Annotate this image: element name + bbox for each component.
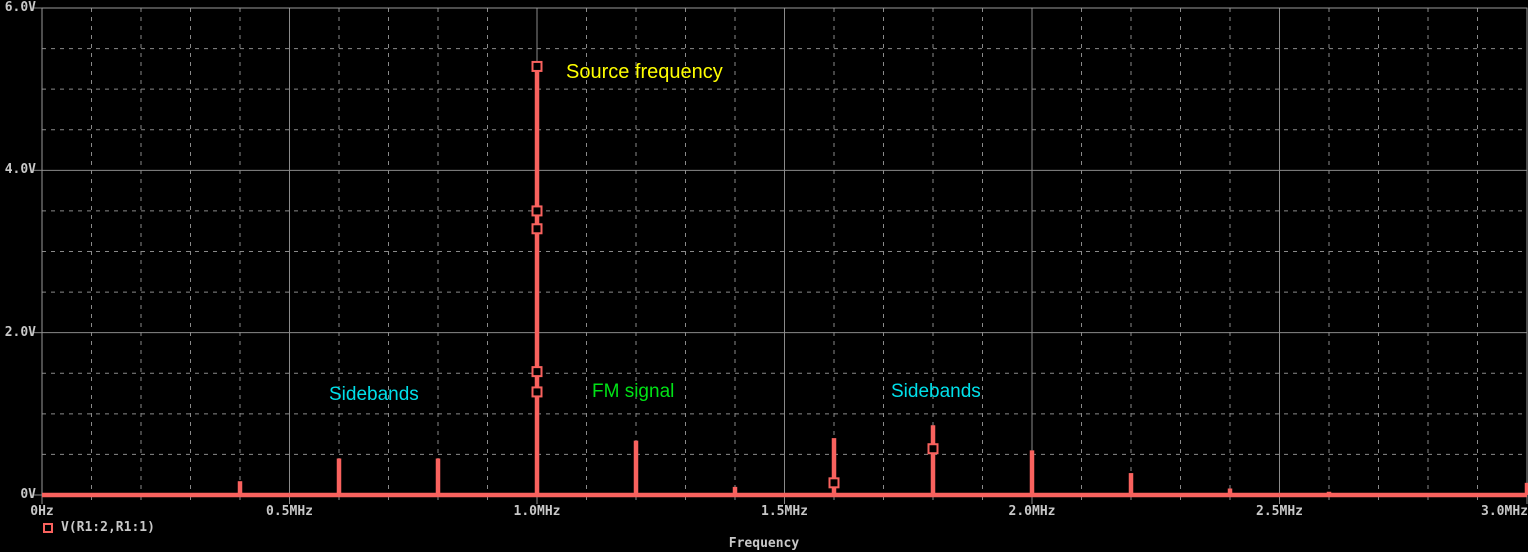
data-point-marker — [927, 443, 939, 455]
data-point-marker — [828, 477, 840, 489]
trace-legend-label: V(R1:2,R1:1) — [61, 520, 155, 535]
annotation-sidebands-right: Sidebands — [891, 381, 981, 402]
x-tick-label: 1.5MHz — [761, 504, 808, 519]
y-tick-label: 0V — [20, 487, 36, 502]
x-tick-label: 3.0MHz — [1481, 504, 1528, 519]
x-tick-label: 1.0MHz — [513, 504, 561, 519]
data-point-marker — [531, 223, 543, 235]
y-tick-label: 6.0V — [4, 0, 36, 15]
x-tick-label: 2.5MHz — [1256, 504, 1303, 519]
x-tick-label: 2.0MHz — [1008, 504, 1056, 519]
data-point-marker — [531, 205, 543, 217]
annotation-source-frequency: Source frequency — [566, 61, 723, 83]
y-tick-label: 2.0V — [4, 324, 36, 340]
data-point-marker — [531, 60, 543, 72]
annotation-fm-signal: FM signal — [592, 381, 675, 402]
data-point-marker — [531, 366, 543, 378]
data-point-marker — [531, 386, 543, 398]
x-axis-title: Frequency — [728, 536, 800, 551]
trace-legend[interactable]: V(R1:2,R1:1) — [43, 521, 155, 535]
x-tick-label: 0.5MHz — [266, 504, 313, 519]
y-tick-label: 4.0V — [4, 162, 36, 178]
annotation-sidebands-left: Sidebands — [329, 384, 419, 405]
trace-marker-icon — [43, 523, 53, 533]
x-tick-label: 0Hz — [30, 504, 54, 519]
